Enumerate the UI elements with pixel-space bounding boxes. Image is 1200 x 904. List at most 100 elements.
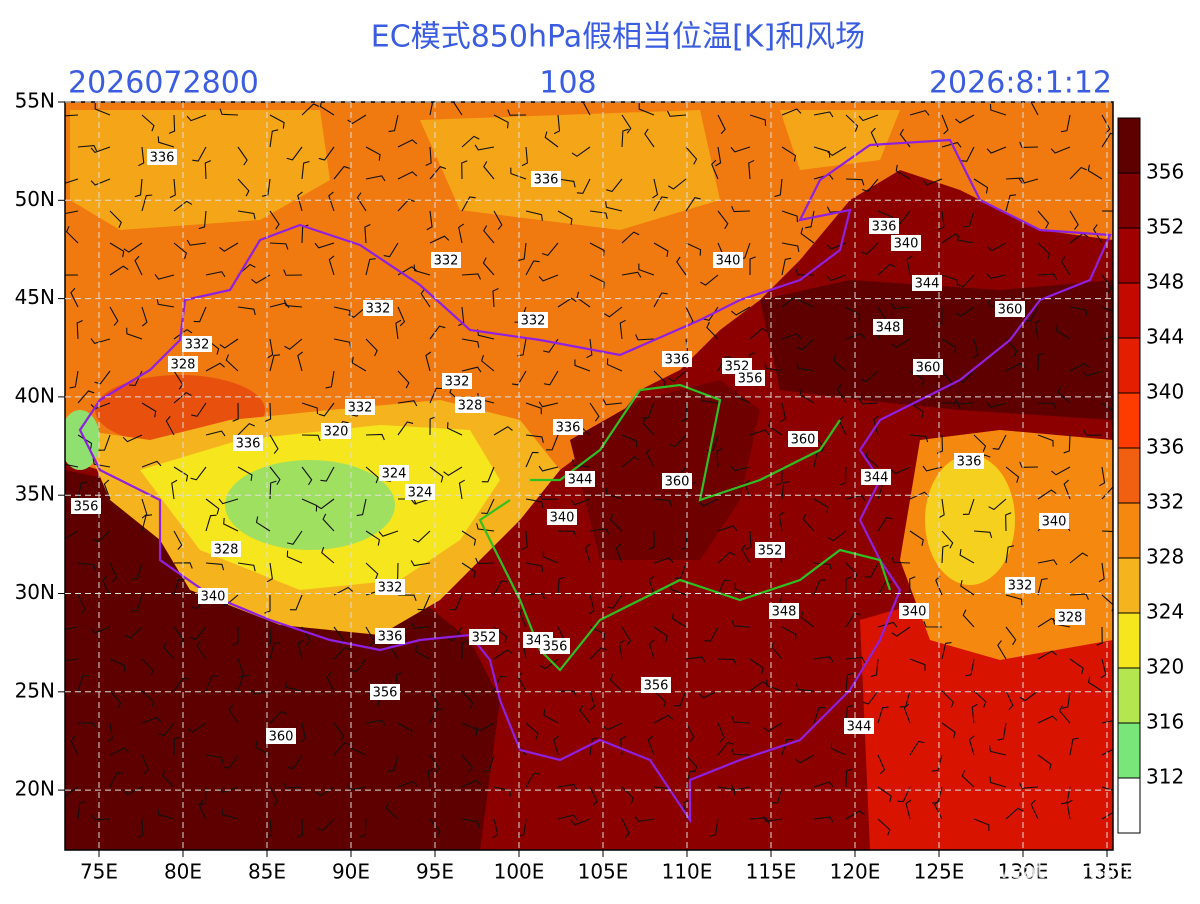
wind-barb xyxy=(731,205,751,213)
wind-barb xyxy=(237,675,250,692)
wind-barb xyxy=(1005,177,1025,184)
wind-barb xyxy=(621,434,638,448)
wind-barb xyxy=(744,479,751,500)
wind-barb xyxy=(557,530,577,538)
wind-barb xyxy=(553,114,561,135)
wind-barb xyxy=(653,626,668,642)
wind-barb xyxy=(1055,324,1071,340)
wind-barb xyxy=(90,146,111,154)
lon-tick-label: 120E xyxy=(830,860,881,884)
wind-barb xyxy=(602,399,623,406)
wind-barb xyxy=(606,178,623,193)
wind-barb xyxy=(941,274,958,287)
wind-barb xyxy=(836,384,847,404)
wind-barb xyxy=(92,530,111,543)
wind-barb xyxy=(1005,594,1023,606)
wind-barb xyxy=(1087,164,1103,180)
wind-barb xyxy=(429,235,450,244)
warm-sea xyxy=(860,600,1113,850)
wind-barb xyxy=(717,114,726,135)
wind-barb xyxy=(766,679,783,692)
wind-barb xyxy=(461,135,480,148)
wind-barb xyxy=(749,256,756,276)
contour-label: 336 xyxy=(957,455,982,470)
wind-barb xyxy=(557,783,578,790)
wind-barb xyxy=(141,402,157,418)
wind-barb xyxy=(318,146,335,161)
wind-barb xyxy=(862,690,879,705)
wind-barb xyxy=(297,191,303,212)
wind-barb xyxy=(187,722,207,733)
wind-barb xyxy=(845,768,853,788)
wind-barb xyxy=(410,560,431,567)
wind-barb xyxy=(1060,256,1071,276)
wind-barb xyxy=(232,626,239,646)
wind-barb xyxy=(77,481,88,500)
wind-barb xyxy=(77,722,97,730)
wind-barb xyxy=(461,722,478,736)
contour-label-box xyxy=(713,252,743,268)
wind-barb xyxy=(134,255,143,276)
wind-barb xyxy=(685,656,706,663)
wind-barb xyxy=(989,745,1007,756)
contour-label-box xyxy=(469,629,499,645)
wind-barb xyxy=(320,466,335,482)
wind-barb xyxy=(446,422,463,436)
wind-barb xyxy=(333,165,350,180)
wind-barb xyxy=(492,818,499,839)
wind-barb xyxy=(269,129,279,148)
wind-barb xyxy=(171,479,178,500)
wind-barb xyxy=(191,402,207,417)
colorbar-label: 316 xyxy=(1146,710,1184,734)
wind-barb xyxy=(570,818,591,826)
wind-barb xyxy=(383,242,399,258)
wind-barb xyxy=(173,466,189,482)
wind-barb xyxy=(685,242,702,256)
wind-barb xyxy=(671,612,687,628)
wind-barb xyxy=(941,641,952,660)
pamir-cold xyxy=(65,410,100,470)
wind-barb xyxy=(957,274,975,288)
wind-barb xyxy=(517,672,527,692)
wind-barb xyxy=(124,626,143,639)
wind-barb xyxy=(205,498,220,515)
wind-barb xyxy=(906,255,913,276)
wind-barb xyxy=(204,160,212,180)
wind-barb xyxy=(890,302,911,310)
wind-barb xyxy=(525,210,543,221)
contour-label: 360 xyxy=(916,361,941,376)
watermark: @weatherman_信欣 xyxy=(969,859,1185,884)
wind-barb xyxy=(525,562,544,572)
contour-label-box xyxy=(954,453,984,469)
wind-barb xyxy=(365,146,381,161)
wind-barb xyxy=(619,319,626,340)
wind-barb xyxy=(653,557,674,564)
wind-barb xyxy=(141,514,153,532)
colorbar-label: 328 xyxy=(1146,545,1184,569)
wind-barb xyxy=(873,415,879,436)
wind-barb xyxy=(845,494,866,501)
contour-label: 360 xyxy=(665,475,690,490)
wind-barb xyxy=(483,161,495,180)
wind-barb xyxy=(1069,363,1090,372)
wind-barb xyxy=(77,390,95,404)
wind-barb xyxy=(653,690,667,708)
lon-tick-label: 125E xyxy=(914,860,965,884)
wind-barb xyxy=(586,338,593,359)
colorbar-label: 332 xyxy=(1146,490,1184,514)
wind-barb xyxy=(717,356,732,372)
wind-barb xyxy=(845,576,852,596)
wind-barb xyxy=(1037,559,1058,566)
wind-barb xyxy=(359,818,367,838)
wind-barb xyxy=(186,114,207,122)
wind-barb xyxy=(557,814,578,821)
wind-barb xyxy=(475,722,495,732)
contour-label-box xyxy=(211,541,241,557)
wind-barb xyxy=(717,741,734,756)
wind-barb xyxy=(589,786,598,807)
wind-barb xyxy=(397,421,414,436)
wind-barb xyxy=(299,722,306,743)
valid-time: 2026:8:1:12 xyxy=(929,66,1112,101)
wind-barb xyxy=(429,708,444,724)
wind-barb xyxy=(173,392,192,404)
